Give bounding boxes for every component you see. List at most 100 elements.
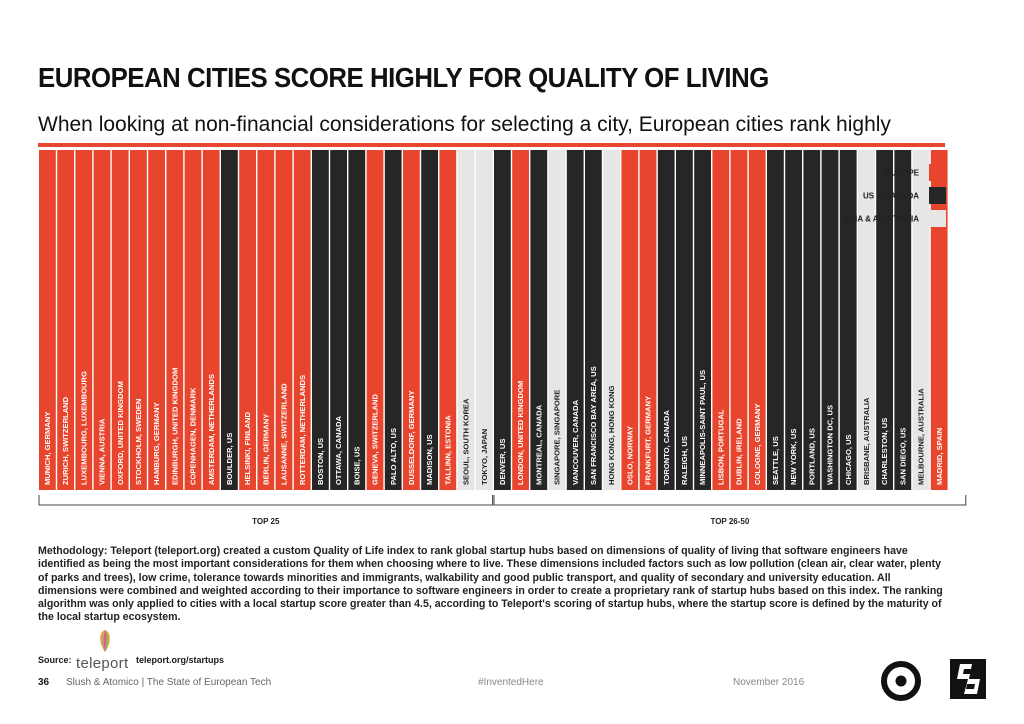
category-label: MADRID, SPAIN xyxy=(935,428,944,485)
category-label: HAMBURG, GERMANY xyxy=(152,402,161,485)
category-label: DUSSELDORF, GERMANY xyxy=(407,390,416,485)
bar-41 xyxy=(767,150,784,491)
bar-12 xyxy=(239,150,256,491)
category-label: HONG KONG, HONG KONG xyxy=(607,385,616,485)
bar-4 xyxy=(93,150,111,490)
category-label: MADISON, US xyxy=(425,434,434,485)
bar-5 xyxy=(111,150,129,491)
bar-14 xyxy=(275,150,293,491)
legend-label: US & CANADA xyxy=(863,192,919,201)
bar-29 xyxy=(548,150,566,490)
bar-46 xyxy=(858,150,875,490)
bar-23 xyxy=(439,150,457,490)
category-label: LAUSANNE, SWITZERLAND xyxy=(280,383,289,485)
category-label: ZURICH, SWITZERLAND xyxy=(61,396,70,485)
atomico-logo-icon xyxy=(950,659,986,699)
group-label: TOP 26-50 xyxy=(710,517,749,526)
category-label: RALEIGH, US xyxy=(680,436,689,485)
bar-28 xyxy=(530,150,548,490)
bar-39 xyxy=(730,150,748,491)
category-label: STOCKHOLM, SWEDEN xyxy=(134,399,143,485)
category-label: EDINBURGH, UNITED KINGDOM xyxy=(170,368,179,485)
bar-13 xyxy=(257,150,275,491)
category-label: MELBOURNE, AUSTRALIA xyxy=(917,388,926,485)
category-label: SEOUL, SOUTH KOREA xyxy=(462,398,471,485)
document-title: Slush & Atomico | The State of European … xyxy=(66,677,272,688)
category-label: BOSTON, US xyxy=(316,438,325,485)
category-label: WASHINGTON DC, US xyxy=(826,405,835,485)
bar-10 xyxy=(202,150,220,491)
legend-swatch-asia_australia xyxy=(929,210,946,227)
bar-47 xyxy=(876,150,893,490)
bar-21 xyxy=(403,150,420,490)
category-label: BERLIN, GERMANY xyxy=(261,414,270,485)
bar-24 xyxy=(457,150,475,490)
legend-label: EUROPE xyxy=(885,169,919,178)
bar-32 xyxy=(603,150,620,490)
category-label: OXFORD, UNITED KINGDOM xyxy=(116,381,125,485)
category-label: ROTTERDAM, NETHERLANDS xyxy=(298,375,307,485)
bar-43 xyxy=(803,150,821,490)
category-label: LUXEMBOURG, LUXEMBOURG xyxy=(79,371,88,485)
category-label: AMSTERDAM, NETHERLANDS xyxy=(207,374,216,485)
bar-40 xyxy=(748,150,766,491)
bar-48 xyxy=(894,150,912,490)
source-url[interactable]: teleport.org/startups xyxy=(136,655,225,665)
category-label: DENVER, US xyxy=(498,439,507,485)
category-label: BOISE, US xyxy=(352,447,361,485)
bar-36 xyxy=(676,150,693,491)
bar-45 xyxy=(839,150,857,490)
hashtag: #InventedHere xyxy=(478,677,544,688)
category-label: TORONTO, CANADA xyxy=(662,410,671,485)
bar-33 xyxy=(621,150,639,490)
category-label: NEW YORK, US xyxy=(789,429,798,485)
category-label: OTTAWA, CANADA xyxy=(334,415,343,485)
category-label: HELSINKI, FINLAND xyxy=(243,412,252,485)
category-label: PALO ALTO, US xyxy=(389,428,398,485)
group-bracket xyxy=(38,495,494,506)
category-label: CHICAGO, US xyxy=(844,434,853,485)
bar-25 xyxy=(475,150,493,490)
category-label: SEATTLE, US xyxy=(771,436,780,485)
category-label: OSLO, NORWAY xyxy=(625,426,634,485)
slush-logo-icon xyxy=(881,661,921,701)
bar-2 xyxy=(57,150,74,491)
category-label: VIENNA, AUSTRIA xyxy=(98,418,107,485)
accent-rule xyxy=(38,143,945,147)
category-label: FRANKFURT, GERMANY xyxy=(644,396,653,485)
bar-42 xyxy=(785,150,802,490)
category-label: MUNICH, GERMANY xyxy=(43,412,52,485)
bar-8 xyxy=(166,150,184,491)
bar-26 xyxy=(494,150,511,490)
publication-date: November 2016 xyxy=(733,677,805,688)
bar-50 xyxy=(930,150,948,490)
bar-16 xyxy=(312,150,329,491)
source-label: Source: xyxy=(38,655,72,665)
bar-1 xyxy=(39,150,56,491)
category-label: SAN DIEGO, US xyxy=(898,428,907,485)
category-label: PORTLAND, US xyxy=(807,428,816,485)
bar-19 xyxy=(366,150,384,490)
bar-9 xyxy=(184,150,202,491)
category-label: COLOGNE, GERMANY xyxy=(753,404,762,485)
category-label: MONTREAL, CANADA xyxy=(534,404,543,485)
category-label: CHARLESTON, US xyxy=(880,418,889,485)
group-bracket xyxy=(493,495,967,506)
page-title: EUROPEAN CITIES SCORE HIGHLY FOR QUALITY… xyxy=(38,62,769,93)
category-label: GENEVA, SWITZERLAND xyxy=(371,394,380,485)
bar-11 xyxy=(221,150,238,491)
legend-swatch-europe xyxy=(929,164,946,181)
legend-label: ASIA & AUSTRALIA xyxy=(844,215,919,224)
bar-34 xyxy=(639,150,657,491)
category-label: LONDON, UNITED KINGDOM xyxy=(516,381,525,485)
bar-3 xyxy=(75,150,93,490)
category-label: TALLINN, ESTONIA xyxy=(443,415,452,485)
category-label: BRISBANE, AUSTRALIA xyxy=(862,397,871,485)
bar-15 xyxy=(293,150,311,491)
bar-30 xyxy=(566,150,584,490)
bar-27 xyxy=(512,150,529,490)
category-label: COPENHAGEN, DENMARK xyxy=(189,387,198,485)
page-subtitle: When looking at non-financial considerat… xyxy=(38,113,891,136)
bar-chart: 8.6MUNICH, GERMANY8.6ZURICH, SWITZERLAND… xyxy=(38,150,967,526)
category-label: MINNEAPOLIS-SAINT PAUL, US xyxy=(698,370,707,485)
